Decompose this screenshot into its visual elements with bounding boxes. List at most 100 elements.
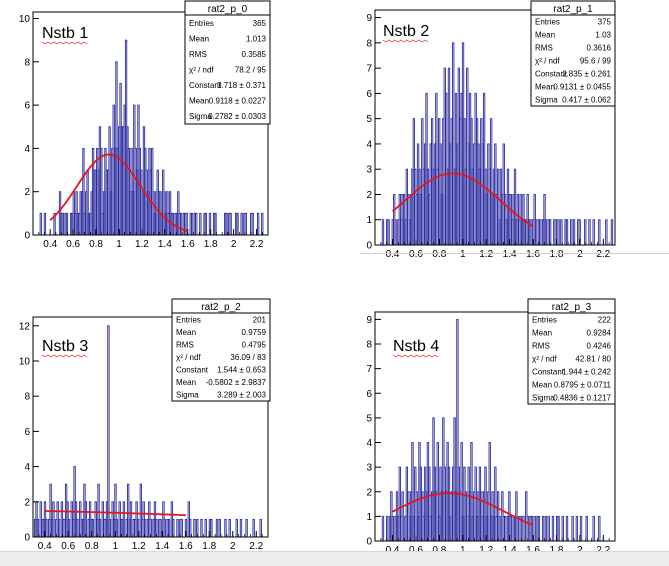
stats-key: χ² / ndf <box>535 57 560 66</box>
histogram-bin <box>45 518 48 538</box>
histogram-bin <box>244 212 247 236</box>
histogram-bin <box>381 515 385 542</box>
y-tick-label: 2 <box>366 190 372 201</box>
histogram-bin <box>57 518 61 538</box>
histogram-bin <box>526 515 529 542</box>
histogram-bin <box>195 212 198 236</box>
stats-value: 1.013 <box>246 34 267 43</box>
stats-key: Mean <box>189 97 209 106</box>
histogram-bin <box>544 219 548 246</box>
x-tick-label: 0.6 <box>66 239 80 250</box>
stats-value: 0.8795 ± 0.0711 <box>554 381 612 390</box>
histogram-bin <box>240 212 243 236</box>
stats-title: rat2_p_1 <box>553 4 593 15</box>
histogram-bin <box>560 219 563 246</box>
x-tick-label: 0.4 <box>386 545 400 554</box>
histogram-bin <box>163 518 166 538</box>
x-tick-label: 1.8 <box>550 545 564 554</box>
stats-value: 1.544 ± 0.653 <box>217 366 266 375</box>
x-tick-label: 1 <box>460 249 466 258</box>
stats-title: rat2_p_3 <box>552 302 592 313</box>
stats-key: Constant <box>532 368 565 377</box>
y-tick-label: 3 <box>366 165 372 176</box>
panel-label: Nstb 2 <box>383 23 429 40</box>
x-tick-label: 0.4 <box>386 249 400 258</box>
histogram-bin <box>179 212 183 236</box>
spellcheck-underline <box>41 354 88 358</box>
histogram-bin <box>245 518 248 538</box>
stats-value: 365 <box>253 19 267 28</box>
x-tick-label: 1.6 <box>179 541 193 552</box>
stats-key: χ² / ndf <box>532 355 557 364</box>
stats-key: Mean <box>189 34 209 43</box>
y-tick-label: 1 <box>366 215 372 226</box>
y-tick-label: 0 <box>24 533 30 544</box>
stats-value: 36.09 / 83 <box>230 353 266 362</box>
stats-box: rat2_p_3 Entries 222 Mean 0.9284 RMS 0.4246 χ² … <box>527 298 616 405</box>
stats-key: χ² / ndf <box>189 66 214 75</box>
y-tick-label: 0 <box>366 241 372 252</box>
histogram-bin <box>387 219 390 246</box>
y-tick-label: 4 <box>24 144 30 155</box>
histogram-bin <box>204 518 207 538</box>
gaussian-fit-line <box>392 172 534 228</box>
histogram-bin <box>544 515 548 542</box>
histogram-bin <box>498 515 501 542</box>
x-tick-label: 1.8 <box>204 239 218 250</box>
histogram-bin <box>218 518 221 538</box>
y-tick-label: 4 <box>366 139 372 150</box>
y-tick-label: 10 <box>19 357 31 368</box>
x-tick-label: 1.2 <box>132 541 146 552</box>
stats-value: 1.03 <box>595 31 611 40</box>
stats-value: 1.944 ± 0.242 <box>562 368 611 377</box>
histogram-bin <box>394 219 397 246</box>
stats-key: Mean <box>532 381 552 390</box>
y-tick-label: 7 <box>366 64 372 75</box>
spellcheck-underline <box>392 354 439 358</box>
x-tick-label: 0.8 <box>85 541 99 552</box>
stats-key: RMS <box>532 342 550 351</box>
histogram-bin <box>228 518 231 538</box>
histogram-bin <box>386 515 389 542</box>
histogram-bin <box>190 212 194 236</box>
y-tick-label: 2 <box>366 487 372 498</box>
histogram-bin <box>610 219 614 246</box>
x-tick-label: 1.4 <box>155 541 169 552</box>
y-tick-label: 2 <box>24 497 30 508</box>
plot-frame <box>374 9 616 246</box>
stats-key: RMS <box>535 44 553 53</box>
histogram-bin <box>225 212 228 236</box>
x-tick-label: 1 <box>460 545 466 554</box>
stats-key: Sigma <box>176 391 199 400</box>
y-tick-label: 3 <box>366 463 372 474</box>
histogram-bin <box>91 518 95 538</box>
stats-key: Mean <box>176 328 196 337</box>
plot-frame <box>374 311 616 542</box>
panel-label: Nstb 4 <box>393 338 439 355</box>
y-tick-label: 9 <box>366 13 372 24</box>
stats-key: Mean <box>535 31 555 40</box>
y-tick-label: 0 <box>24 231 30 242</box>
stats-value: -0.5802 ± 2.9837 <box>206 378 267 387</box>
histogram-bin <box>579 515 583 542</box>
histogram-bin <box>236 212 239 236</box>
panel-label: Nstb 3 <box>42 338 88 355</box>
stats-key: Mean <box>532 329 552 338</box>
stats-key: Entries <box>189 19 214 28</box>
stats-title: rat2_p_2 <box>201 302 241 313</box>
x-tick-label: 2 <box>577 545 583 554</box>
histogram-bin <box>76 518 79 538</box>
histogram-bin <box>571 515 574 542</box>
histogram-bin <box>98 518 102 538</box>
histogram-bin <box>199 212 202 236</box>
histogram-bin <box>588 219 591 246</box>
chart-panel-nstb1: 0.4 0.6 0.8 1 1.2 1.4 1.6 1.8 2 2.2 0 2 4 6 8 10 rat2_p_… <box>0 0 330 250</box>
histogram-bin <box>592 515 595 542</box>
histogram-bin <box>504 515 507 542</box>
spellcheck-underline <box>41 41 88 45</box>
histogram-bin <box>381 219 385 246</box>
x-tick-label: 1.4 <box>503 545 517 554</box>
histogram-bin <box>167 518 171 538</box>
stats-key: Mean <box>535 83 555 92</box>
histogram-bin <box>557 219 560 246</box>
